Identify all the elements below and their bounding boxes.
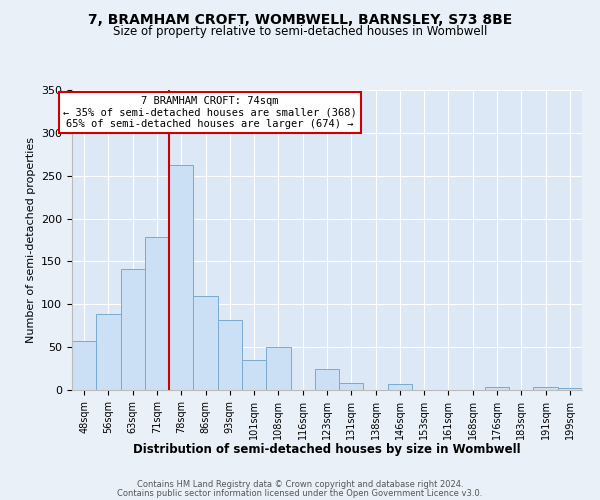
Bar — [388, 384, 412, 390]
Bar — [315, 370, 339, 390]
Bar — [266, 347, 290, 390]
Bar — [242, 360, 266, 390]
Bar — [96, 314, 121, 390]
Y-axis label: Number of semi-detached properties: Number of semi-detached properties — [26, 137, 35, 343]
Bar — [558, 388, 582, 390]
Text: Contains HM Land Registry data © Crown copyright and database right 2024.: Contains HM Land Registry data © Crown c… — [137, 480, 463, 489]
Bar — [145, 238, 169, 390]
Text: Distribution of semi-detached houses by size in Wombwell: Distribution of semi-detached houses by … — [133, 442, 521, 456]
Bar — [218, 320, 242, 390]
Bar — [339, 383, 364, 390]
Bar — [121, 269, 145, 390]
Bar — [72, 341, 96, 390]
Bar — [193, 296, 218, 390]
Text: 7 BRAMHAM CROFT: 74sqm
← 35% of semi-detached houses are smaller (368)
65% of se: 7 BRAMHAM CROFT: 74sqm ← 35% of semi-det… — [63, 96, 356, 129]
Bar — [169, 164, 193, 390]
Text: Size of property relative to semi-detached houses in Wombwell: Size of property relative to semi-detach… — [113, 25, 487, 38]
Bar — [485, 386, 509, 390]
Text: 7, BRAMHAM CROFT, WOMBWELL, BARNSLEY, S73 8BE: 7, BRAMHAM CROFT, WOMBWELL, BARNSLEY, S7… — [88, 12, 512, 26]
Bar — [533, 388, 558, 390]
Text: Contains public sector information licensed under the Open Government Licence v3: Contains public sector information licen… — [118, 489, 482, 498]
